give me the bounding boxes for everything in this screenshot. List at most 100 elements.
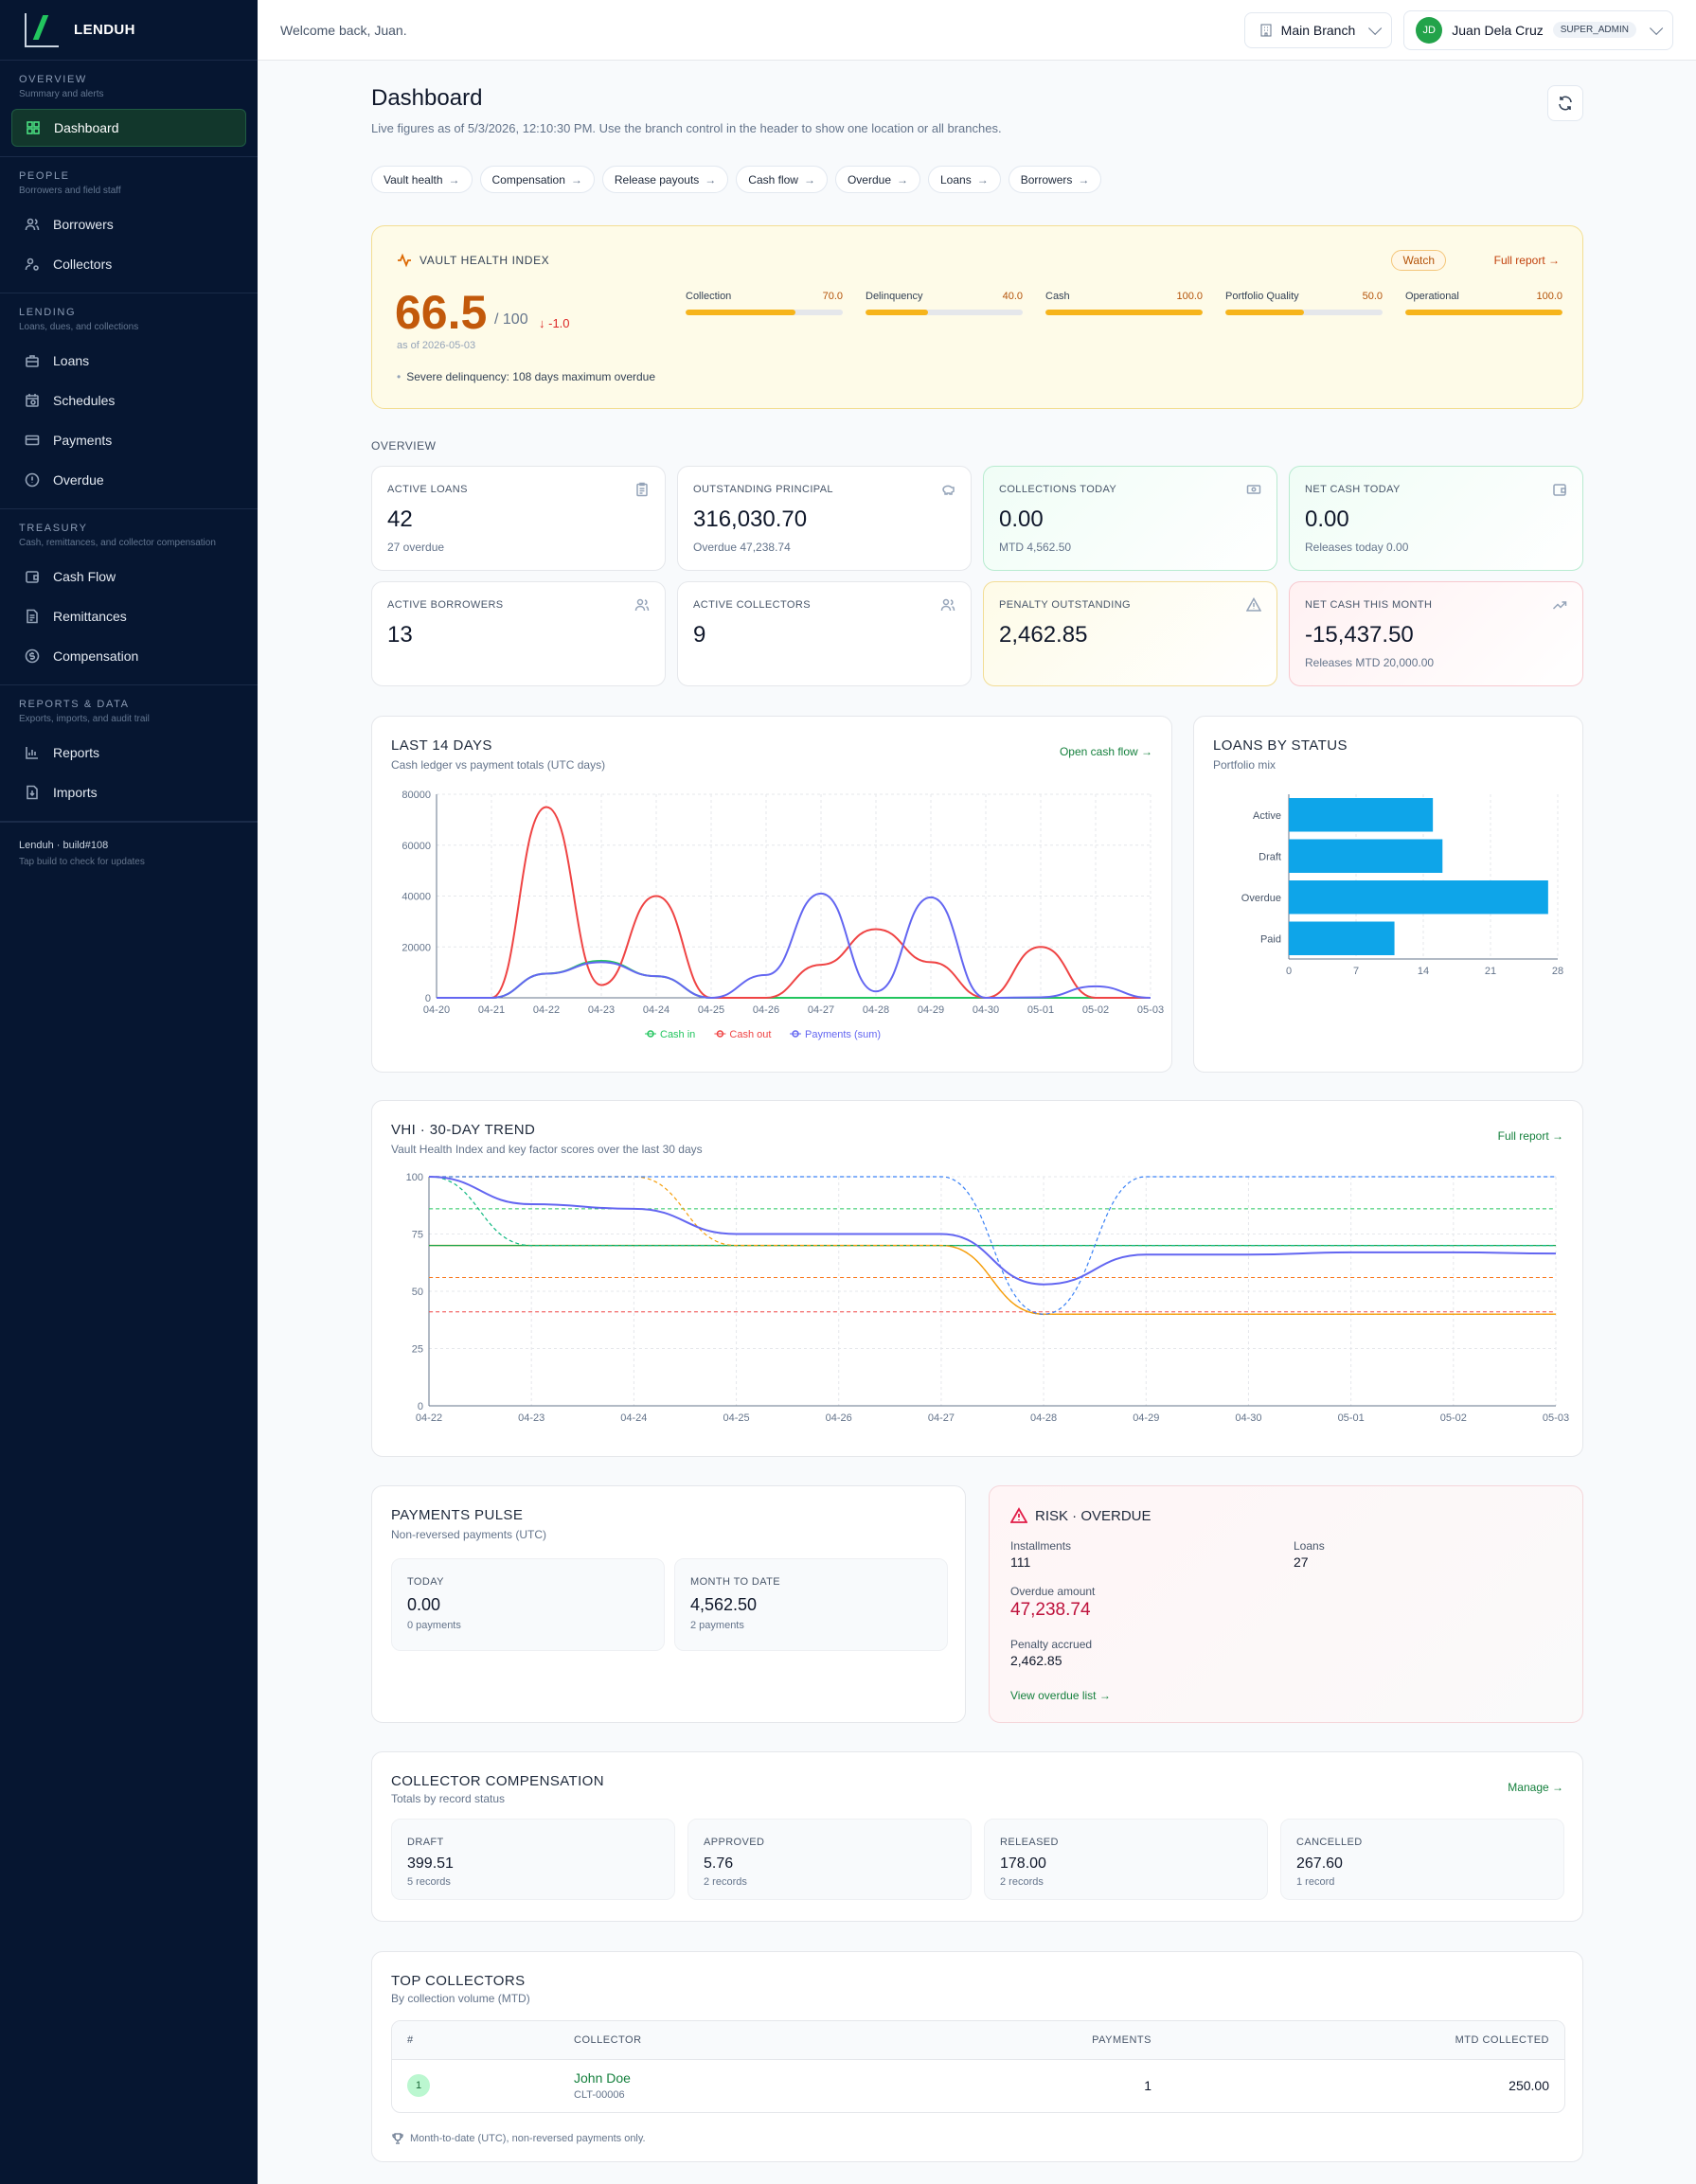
quick-link-vault-health[interactable]: Vault health → [371,166,473,193]
category-label: Draft [1259,851,1281,862]
role-badge: SUPER_ADMIN [1552,22,1636,38]
x-tick-label: 04-29 [918,1004,944,1016]
stat-card-collections-today[interactable]: COLLECTIONS TODAY 0.00 MTD 4,562.50 [983,466,1277,571]
users-icon [25,217,40,232]
sidebar-item-borrowers[interactable]: Borrowers [11,205,246,243]
trend-series-line[interactable] [428,1176,1557,1286]
bar-draft[interactable] [1289,839,1443,874]
arrow-right-icon: → [976,172,989,186]
stat-label: PENALTY OUTSTANDING [999,599,1132,611]
stat-subtext: 27 overdue [387,541,445,554]
sidebar-item-compensation[interactable]: Compensation [11,637,246,675]
table-row[interactable]: 1 John Doe CLT-00006 1 250.00 [392,2059,1564,2112]
sidebar-group: PEOPLE Borrowers and field staff Borrowers… [0,157,258,293]
branch-selector[interactable]: Main Branch [1243,11,1393,48]
y-tick-label: 0 [418,1401,423,1412]
trend-series-line[interactable] [428,1176,1556,1315]
table-footnote: Month-to-date (UTC), non-reversed paymen… [391,2132,646,2145]
sidebar-item-loans[interactable]: Loans [11,342,246,380]
stat-card-penalty-outstanding[interactable]: PENALTY OUTSTANDING 2,462.85 [983,581,1277,686]
stat-card-net-cash-today[interactable]: NET CASH TODAY 0.00 Releases today 0.00 [1289,466,1583,571]
welcome-text: Welcome back, Juan. [280,22,407,38]
vhi-factor: Operational 100.0 [1405,291,1562,315]
users-icon [940,597,955,613]
quick-link-borrowers[interactable]: Borrowers → [1008,166,1102,193]
stat-card-active-loans[interactable]: ACTIVE LOANS 42 27 overdue [371,466,666,571]
legend-label[interactable]: Cash out [729,1029,771,1040]
legend-label[interactable]: Cash in [660,1029,695,1040]
col-collector[interactable]: COLLECTOR [559,2021,977,2060]
mtd-value: 4,562.50 [690,1595,758,1614]
user-menu[interactable]: JD Juan Dela Cruz SUPER_ADMIN [1403,9,1673,50]
alert-circle-icon [25,472,40,488]
sidebar-item-payments[interactable]: Payments [11,421,246,459]
file-import-icon [25,785,40,800]
risk-overdue-card: RISK · OVERDUE Installments 111 Loans 27… [989,1485,1583,1723]
quick-link-overdue[interactable]: Overdue → [834,166,920,193]
col-payments[interactable]: PAYMENTS [977,2021,1167,2060]
sidebar-item-label: Borrowers [53,217,114,232]
factor-value: 100.0 [1176,291,1203,302]
series-line-cash-in[interactable] [437,960,1151,999]
card-title: COLLECTOR COMPENSATION [391,1773,604,1789]
sidebar-group-title: TREASURY [19,523,88,534]
today-payments: TODAY 0.00 0 payments [391,1558,665,1651]
sidebar-item-imports[interactable]: Imports [11,773,246,811]
bar-paid[interactable] [1289,921,1395,956]
sidebar-item-cash-flow[interactable]: Cash Flow [11,558,246,595]
quick-link-release-payouts[interactable]: Release payouts → [601,166,729,193]
vhi-trend-chart: 0 25 50 75 100 04-22 04-23 04-24 04-25 04-26 04-27… [406,1172,1569,1424]
sidebar-group-subtitle: Loans, dues, and collections [19,322,139,332]
mtd-collected: 250.00 [1509,2078,1549,2094]
manage-link[interactable]: Manage → [1508,1781,1563,1794]
col-mtd-collected[interactable]: MTD COLLECTED [1167,2021,1564,2060]
trophy-icon [392,2133,403,2144]
sidebar-item-reports[interactable]: Reports [11,734,246,772]
vhi-factor: Delinquency 40.0 [866,291,1023,315]
full-report-link[interactable]: Full report → [1497,1129,1563,1143]
document-icon [25,609,40,624]
quick-link-cash-flow[interactable]: Cash flow → [736,166,828,193]
build-info[interactable]: Lenduh · build#108 Tap build to check fo… [0,822,258,884]
sidebar-item-remittances[interactable]: Remittances [11,597,246,635]
chevron-down-icon [1368,21,1383,35]
collectors-table: # COLLECTOR PAYMENTS MTD COLLECTED 1 Joh… [391,2020,1565,2113]
bar-active[interactable] [1289,798,1434,832]
stat-value: 13 [387,622,413,648]
top-header: Welcome back, Juan. Main Branch JD Juan … [258,0,1696,61]
building-icon [1260,24,1272,36]
user-name: Juan Dela Cruz [1452,22,1544,38]
vhi-factor: Portfolio Quality 50.0 [1225,291,1383,315]
open-cash-flow-link[interactable]: Open cash flow → [1059,745,1152,758]
today-label: TODAY [407,1576,444,1588]
full-report-link[interactable]: Full report → [1493,254,1560,267]
stat-card-outstanding-principal[interactable]: OUTSTANDING PRINCIPAL 316,030.70 Overdue 4… [677,466,972,571]
quick-link-compensation[interactable]: Compensation → [479,166,595,193]
brand[interactable]: LENDUH [0,0,258,61]
sidebar-item-schedules[interactable]: Schedules [11,382,246,419]
penalty-value: 2,462.85 [1010,1653,1062,1668]
bar-overdue[interactable] [1289,880,1548,914]
trend-series-line[interactable] [429,1244,1556,1315]
series-line-cash-out[interactable] [437,806,1151,1000]
x-tick-label: 04-22 [416,1412,442,1424]
view-overdue-link[interactable]: View overdue list → [1010,1689,1111,1702]
refresh-button[interactable] [1547,85,1583,121]
quick-link-loans[interactable]: Loans → [928,166,1001,193]
x-tick-label: 04-26 [753,1004,779,1016]
sidebar-item-dashboard[interactable]: Dashboard [11,109,246,147]
stat-card-net-cash-this-month[interactable]: NET CASH THIS MONTH -15,437.50 Releases MT… [1289,581,1583,686]
legend-label[interactable]: Payments (sum) [805,1029,881,1040]
stat-card-active-borrowers[interactable]: ACTIVE BORROWERS 13 [371,581,666,686]
comp-records: 2 records [1000,1876,1044,1888]
factor-value: 70.0 [822,291,843,302]
stat-card-active-collectors[interactable]: ACTIVE COLLECTORS 9 [677,581,972,686]
sidebar-item-collectors[interactable]: Collectors [11,245,246,283]
stat-value: -15,437.50 [1305,622,1414,648]
sidebar-item-overdue[interactable]: Overdue [11,461,246,499]
series-line-payments-sum-[interactable] [437,892,1151,1000]
col-rank[interactable]: # [392,2021,559,2060]
collector-name[interactable]: John Doe [574,2070,631,2086]
sidebar-item-label: Imports [53,785,98,800]
trend-series-line[interactable] [428,1176,1556,1247]
